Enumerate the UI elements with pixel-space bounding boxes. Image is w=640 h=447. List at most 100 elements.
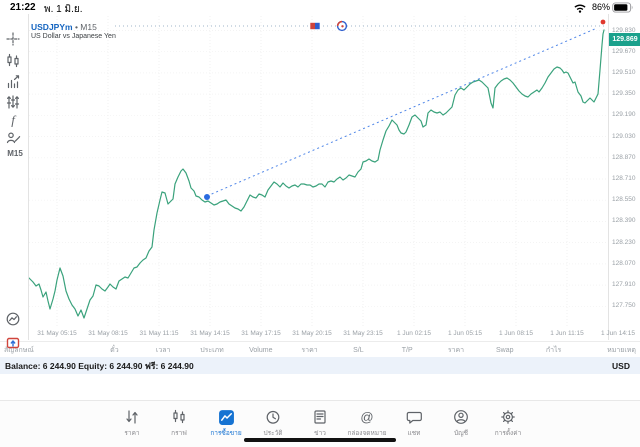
balance-summary: Balance: 6 244.90 Equity: 6 244.90 ฟรี: … (5, 360, 194, 371)
status-bar: 21:22 พ. 1 มิ.ย. 86% (0, 0, 640, 15)
time-tick-label: 31 May 20:15 (292, 330, 332, 337)
symbol-name: USDJPYm (31, 22, 73, 32)
account-currency: USD (612, 360, 630, 371)
time-tick-label: 1 Jun 02:15 (397, 330, 431, 337)
objects-icon[interactable] (5, 94, 23, 112)
price-tick-label: 127.750 (612, 302, 636, 310)
tab-account[interactable]: บัญชี (438, 401, 485, 447)
tab-label: การซื้อขาย (210, 430, 242, 437)
table-header-cell: ประเภท (200, 346, 224, 354)
table-header-cell: กำไร (545, 346, 562, 354)
price-axis[interactable]: 129.830 129.670 129.510 129.350 129.190 129.0… (608, 14, 640, 340)
battery-percent: 86% (591, 2, 610, 12)
table-header-cell: S/L (353, 346, 364, 354)
price-line-clock-marker[interactable] (336, 20, 348, 32)
symbol-description: US Dollar vs Japanese Yen (31, 33, 116, 40)
price-tick-label: 128.550 (612, 196, 636, 204)
price-chart[interactable] (0, 14, 640, 340)
function-icon[interactable]: f (5, 112, 23, 130)
time-tick-label: 31 May 23:15 (343, 330, 383, 337)
tab-label: ประวัติ (263, 430, 283, 437)
time-tick-label: 1 Jun 11:15 (550, 330, 584, 337)
crosshair-icon[interactable] (5, 31, 23, 49)
news-icon (312, 409, 329, 426)
table-header-cell: สัญลักษณ์ (4, 346, 34, 354)
symbol-timeframe: • M15 (74, 22, 97, 32)
time-tick-label: 31 May 08:15 (88, 330, 128, 337)
indicators-icon[interactable] (5, 74, 23, 92)
tab-label: แชท (407, 430, 421, 437)
quotes-icon (124, 409, 141, 426)
price-tick-label: 129.670 (612, 47, 636, 55)
trade-widget-icon[interactable] (5, 334, 23, 352)
price-tick-label: 129.830 (612, 26, 636, 34)
settings-icon (500, 409, 517, 426)
price-tick-label: 128.870 (612, 153, 636, 161)
tab-chart[interactable]: กราฟ (156, 401, 203, 447)
tab-chat[interactable]: แชท (391, 401, 438, 447)
tab-mailbox[interactable]: @ กล่องจดหมาย (344, 401, 391, 447)
chart-icon (171, 409, 188, 426)
chat-icon (406, 409, 423, 426)
time-tick-label: 1 Jun 05:15 (448, 330, 482, 337)
table-header-cell: หมายเหตุ (607, 346, 636, 354)
table-header-cell: ราคา (447, 346, 465, 354)
time-tick-label: 31 May 05:15 (37, 330, 77, 337)
table-header-cell: ตั๋ว (110, 346, 119, 354)
home-indicator[interactable] (244, 438, 396, 442)
clock-time: 21:22 (10, 2, 36, 13)
price-tick-label: 129.350 (612, 90, 636, 98)
quick-chart-icon[interactable] (5, 311, 23, 329)
time-tick-label: 31 May 14:15 (190, 330, 230, 337)
tab-news[interactable]: ข่าว (297, 401, 344, 447)
price-end-marker (600, 19, 606, 25)
edit-profile-icon[interactable] (5, 130, 23, 148)
wifi-icon (572, 2, 588, 13)
tab-trade[interactable]: การซื้อขาย (203, 401, 250, 447)
trendline-object[interactable] (206, 27, 598, 197)
history-icon (265, 409, 282, 426)
time-tick-label: 31 May 17:15 (241, 330, 281, 337)
price-tick-label: 128.710 (612, 175, 636, 182)
tab-label: กราฟ (171, 430, 187, 437)
table-header-cell: Volume (249, 346, 273, 354)
tab-label: บัญชี (453, 430, 469, 437)
tab-history[interactable]: ประวัติ (250, 401, 297, 447)
current-price-label: 129.869 (609, 33, 640, 46)
candlestick-chart-icon[interactable] (5, 53, 23, 71)
account-icon (453, 409, 470, 426)
svg-text:@: @ (360, 410, 373, 425)
price-tick-label: 128.070 (612, 259, 636, 267)
battery-icon (612, 2, 634, 13)
horizontal-gridlines (29, 30, 607, 307)
svg-text:f: f (11, 113, 17, 128)
timeframe-label[interactable]: M15 (7, 149, 23, 158)
chart-symbol-header[interactable]: USDJPYm • M15 (31, 22, 97, 32)
trendline-handle[interactable] (204, 194, 210, 200)
price-tick-label: 129.190 (612, 111, 636, 119)
price-tick-label: 129.030 (612, 132, 636, 140)
price-tick-label: 128.390 (612, 217, 636, 225)
time-tick-label: 1 Jun 08:15 (499, 330, 533, 337)
price-series-line (26, 29, 605, 319)
time-tick-label: 1 Jun 14:15 (601, 330, 635, 337)
table-header-cell: เวลา (155, 346, 171, 354)
price-line-flag-marker[interactable] (309, 22, 321, 30)
tab-label: ข่าว (314, 430, 326, 437)
vertical-gridlines (56, 16, 568, 327)
tab-settings[interactable]: การตั้งค่า (485, 401, 532, 447)
time-axis[interactable]: 31 May 05:15 31 May 08:15 31 May 11:15 31 M… (0, 327, 640, 341)
account-balance-row: Balance: 6 244.90 Equity: 6 244.90 ฟรี: … (0, 357, 640, 374)
table-header-cell: T/P (401, 346, 413, 354)
status-date: พ. 1 มิ.ย. (44, 4, 83, 15)
mailbox-icon: @ (359, 409, 376, 426)
price-tick-label: 128.230 (612, 238, 636, 246)
tab-label: การตั้งค่า (494, 430, 522, 437)
table-header-cell: ราคา (301, 346, 318, 354)
price-tick-label: 127.910 (612, 281, 636, 289)
time-tick-label: 31 May 11:15 (139, 330, 179, 337)
tab-quotes[interactable]: ราคา (109, 401, 156, 447)
chart-side-toolbar: f M15 (0, 14, 29, 349)
price-tick-label: 129.510 (612, 68, 636, 76)
